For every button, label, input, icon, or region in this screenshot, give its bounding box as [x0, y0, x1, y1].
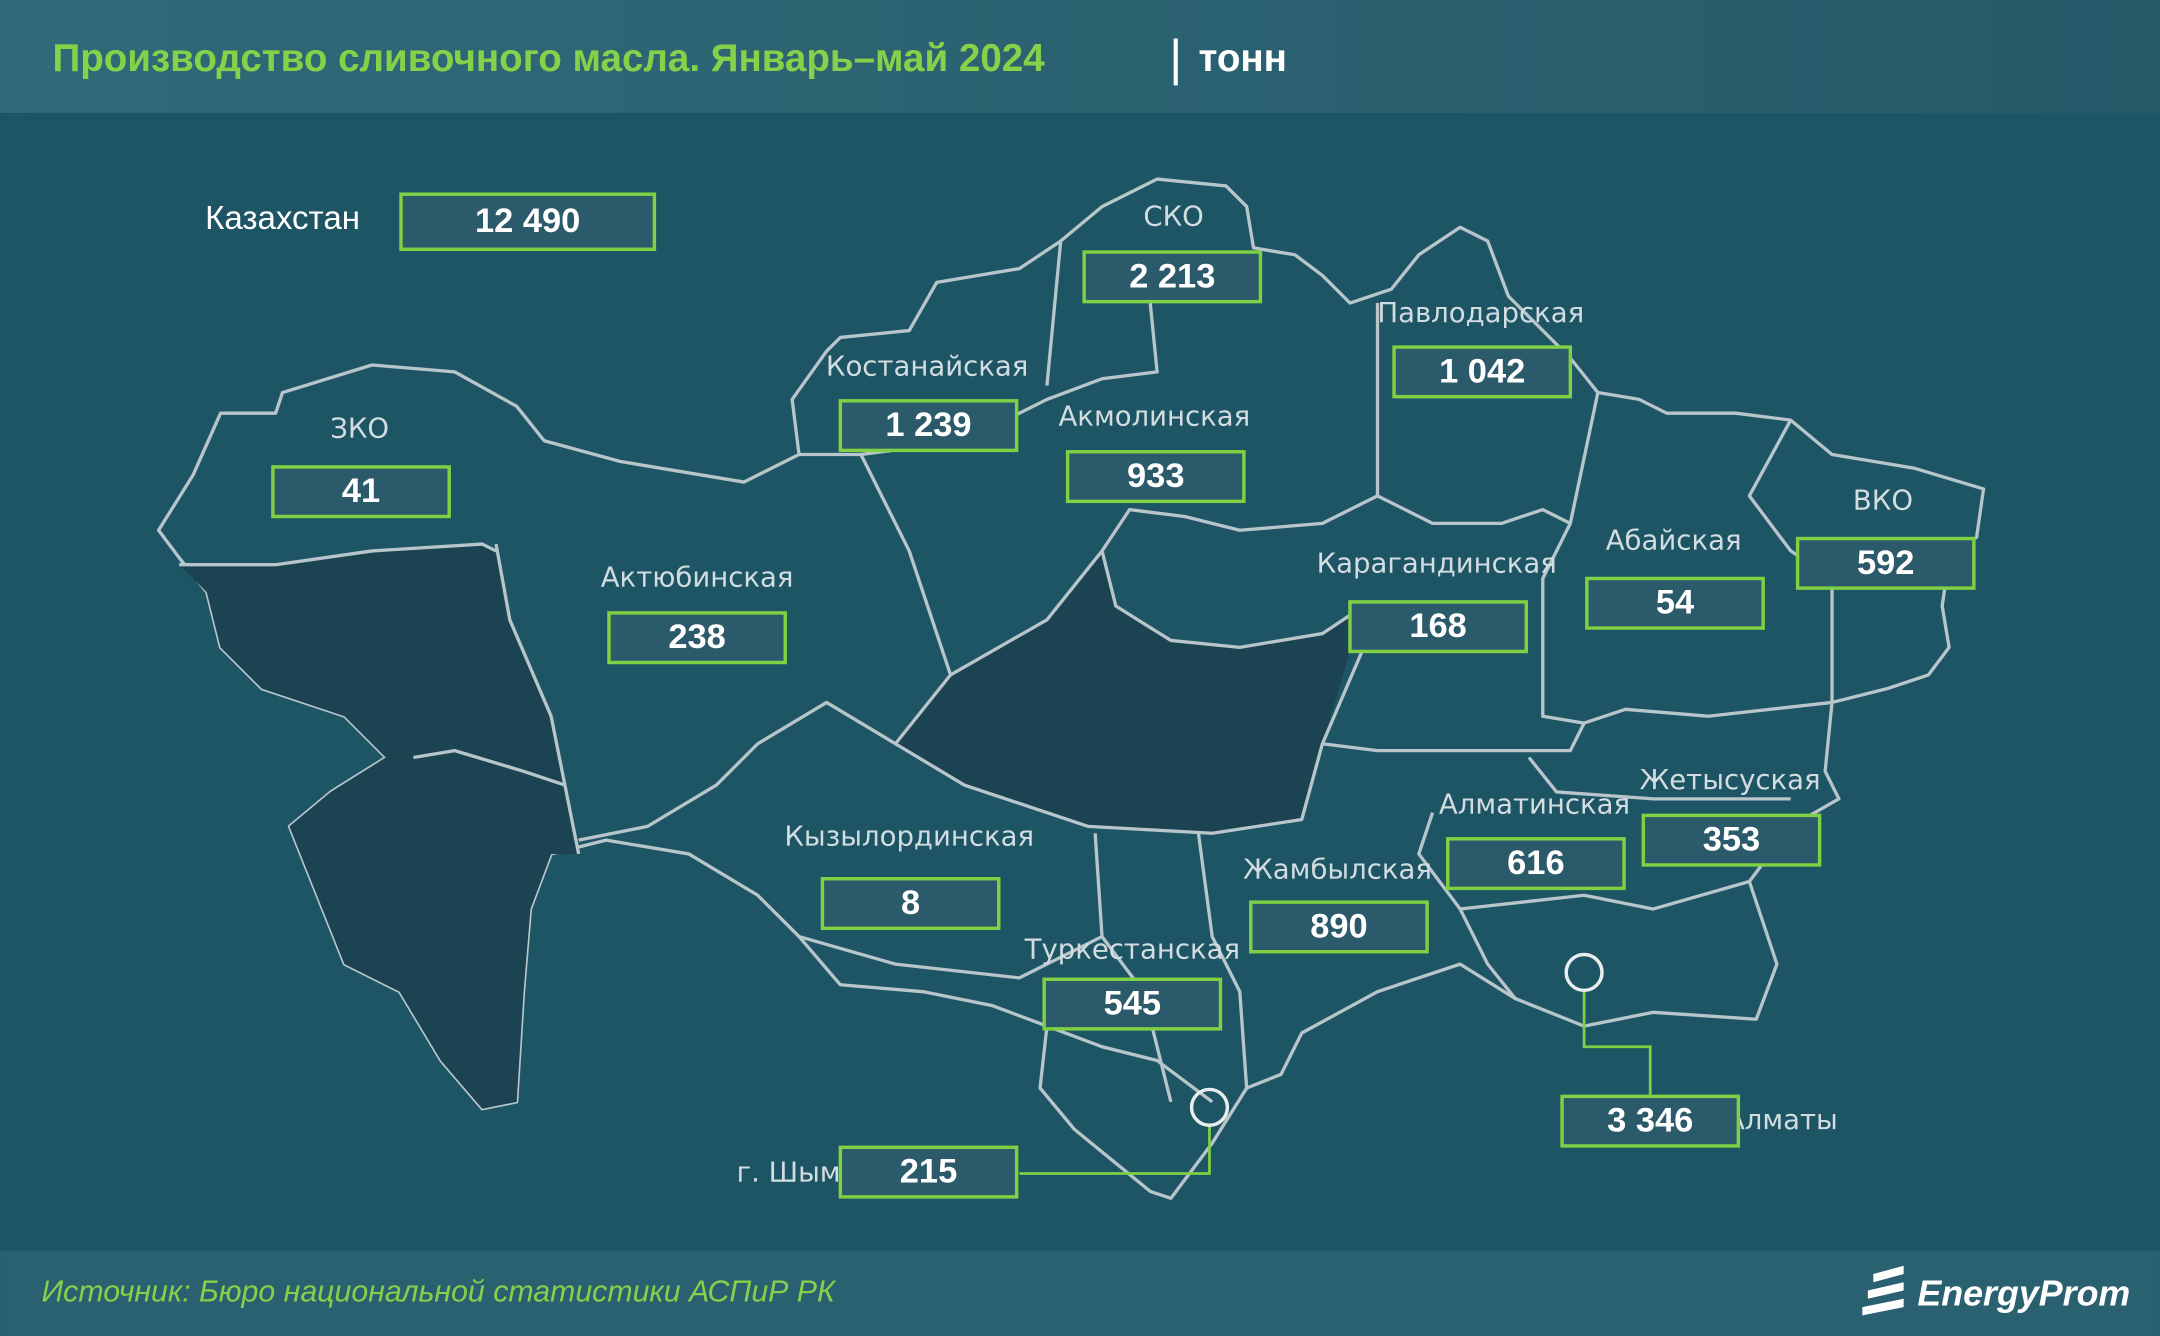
- region-name: Костанайская: [826, 351, 1028, 383]
- logo-mark: [1862, 1265, 1904, 1316]
- value-label: 592: [1857, 544, 1914, 582]
- value-label: 168: [1409, 607, 1466, 645]
- city-marker: [1189, 1087, 1230, 1127]
- value-box: [607, 611, 787, 665]
- region-border: [1046, 1024, 1214, 1104]
- connector: [1019, 1126, 1211, 1175]
- region-border: [949, 303, 1380, 677]
- logo-text: EnergyProm: [1917, 1274, 2130, 1314]
- region-name: Кызылординская: [784, 820, 1034, 852]
- region-border: [1093, 833, 1173, 1103]
- value-box: [1249, 900, 1429, 954]
- value-label: 933: [1127, 457, 1184, 495]
- region-name: Павлодарская: [1377, 297, 1584, 329]
- region-border: [1196, 833, 1249, 1089]
- region-name: Акмолинская: [1058, 400, 1250, 432]
- region-name: Абайская: [1606, 524, 1742, 556]
- value-label: 353: [1703, 821, 1760, 859]
- value-label: 3 346: [1607, 1102, 1693, 1140]
- footer-band: [0, 1250, 2160, 1336]
- region-border: [798, 934, 1103, 980]
- value-box: [838, 1145, 1019, 1199]
- source: Источник: Бюро национальной статистики А…: [42, 1275, 838, 1308]
- value-box: [1042, 977, 1223, 1031]
- country-map: [156, 177, 1986, 1200]
- value-box: [820, 877, 1001, 931]
- total-name: Казахстан: [205, 200, 360, 237]
- value-box: [1392, 345, 1573, 399]
- value-label: 1 239: [885, 406, 971, 444]
- labels: Казахстан 12 490 СКО 2 213 Павлодарская 1 042…: [205, 192, 1976, 1199]
- value-box: [1348, 600, 1528, 654]
- region-name: Карагандинская: [1317, 548, 1557, 580]
- value-box: [1446, 837, 1626, 891]
- separator: [1173, 38, 1178, 86]
- region-border: [1100, 550, 1365, 649]
- region-name: ВКО: [1853, 484, 1913, 516]
- value-box: [838, 399, 1019, 453]
- value-label: 54: [1656, 584, 1694, 622]
- value-box: [1065, 450, 1246, 504]
- city-marker: [1564, 952, 1604, 993]
- region-border: [1376, 392, 1600, 526]
- region-name: Туркестанская: [1024, 933, 1240, 965]
- region-border: [179, 542, 497, 567]
- unit: тонн: [1198, 37, 1286, 80]
- region-name: Алматинская: [1439, 789, 1630, 821]
- region-border: [1747, 419, 1834, 703]
- logo: EnergyProm: [1862, 1265, 2130, 1316]
- value-box: [1641, 813, 1822, 867]
- region-border: [494, 543, 581, 855]
- value-label: 890: [1310, 907, 1367, 945]
- header-band: [0, 0, 2160, 113]
- region-border: [413, 748, 566, 787]
- value-label: 1 042: [1439, 352, 1525, 390]
- connector: [1582, 991, 1652, 1095]
- region-border: [1583, 700, 1833, 725]
- dark-region: [179, 544, 579, 1109]
- value-label: 545: [1104, 985, 1161, 1023]
- title: Производство сливочного масла. Январь–ма…: [53, 37, 1046, 80]
- region-border: [1417, 812, 1750, 911]
- value-label: 12 490: [475, 202, 580, 240]
- region-name: Актюбинская: [601, 561, 794, 593]
- value-label: 238: [668, 618, 725, 656]
- value-label: 8: [901, 884, 920, 922]
- city-markers: [1019, 952, 1652, 1175]
- region-name: ЗКО: [330, 413, 389, 445]
- value-box: [1082, 250, 1263, 304]
- value-box: [1585, 576, 1765, 630]
- dark-region: [895, 550, 1364, 834]
- value-box: [399, 192, 657, 252]
- value-label: 616: [1507, 844, 1564, 882]
- region-border: [799, 452, 953, 745]
- value-label: 41: [342, 472, 380, 510]
- region-name: Жетысуская: [1640, 764, 1821, 796]
- region-border: [1527, 756, 1791, 801]
- value-label: 215: [900, 1153, 957, 1191]
- region-border: [1458, 908, 1517, 1000]
- region-name: СКО: [1143, 201, 1203, 233]
- value-label: 2 213: [1129, 257, 1215, 295]
- value-box: [1795, 536, 1976, 590]
- region-border: [578, 605, 1380, 842]
- region-name: Жамбылская: [1243, 853, 1432, 885]
- region-border: [1045, 240, 1063, 386]
- value-box: [1560, 1094, 1741, 1148]
- value-box: [271, 465, 451, 519]
